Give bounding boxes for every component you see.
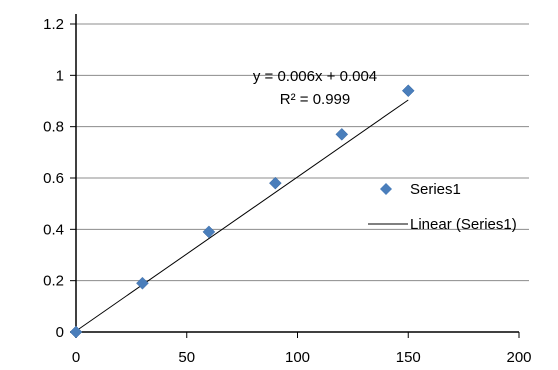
y-tick-label: 0.6 xyxy=(43,170,64,187)
axis-ticks: 0 0.2 0.4 0.6 0.8 1 1.2 0 50 100 150 200 xyxy=(43,16,531,366)
y-tick-label: 1 xyxy=(56,67,64,84)
trendline xyxy=(75,99,409,332)
data-point xyxy=(335,128,349,141)
trendline-r-squared: R² = 0.999 xyxy=(280,91,350,108)
y-tick-label: 1.2 xyxy=(43,16,64,33)
data-point xyxy=(268,176,282,190)
y-tick-label: 0.8 xyxy=(43,119,64,136)
y-tick-label: 0.2 xyxy=(43,273,64,290)
data-point xyxy=(136,276,149,290)
legend-marker-series1 xyxy=(380,183,392,195)
data-point xyxy=(69,325,83,339)
trendline-equation: y = 0.006x + 0.004 xyxy=(253,68,377,85)
legend: Series1 Linear (Series1) xyxy=(368,181,517,233)
x-tick-label: 50 xyxy=(178,349,195,366)
legend-label-series1: Series1 xyxy=(410,181,461,198)
x-tick-label: 0 xyxy=(72,349,80,366)
legend-label-trendline: Linear (Series1) xyxy=(410,216,517,233)
gridlines xyxy=(76,23,529,282)
data-point xyxy=(202,225,216,239)
x-tick-label: 100 xyxy=(285,349,310,366)
data-point xyxy=(401,84,415,98)
y-tick-label: 0 xyxy=(56,324,64,341)
x-tick-label: 150 xyxy=(396,349,421,366)
trendline-layer xyxy=(75,99,409,332)
y-tick-label: 0.4 xyxy=(43,221,64,238)
x-tick-label: 200 xyxy=(506,349,531,366)
data-points xyxy=(69,84,415,339)
